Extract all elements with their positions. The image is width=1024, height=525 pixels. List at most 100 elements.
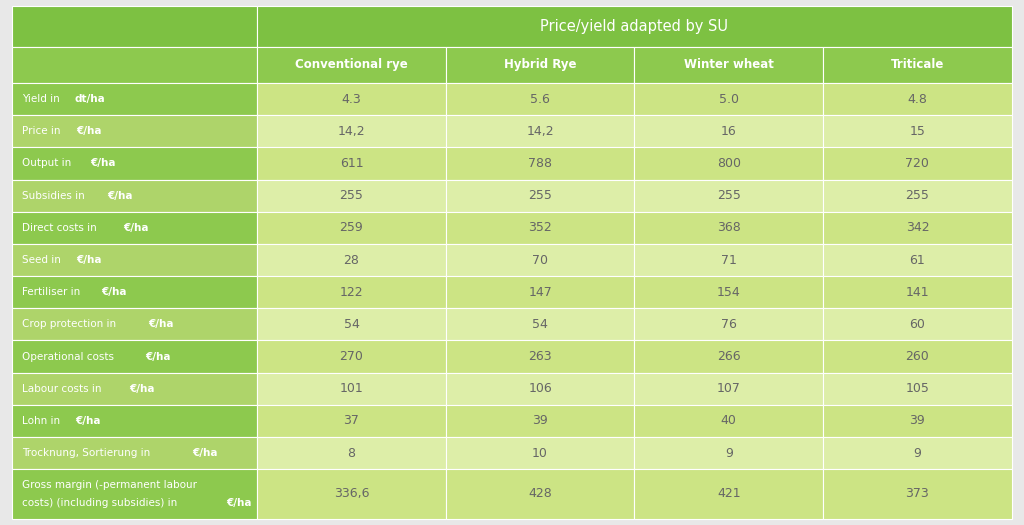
Bar: [635, 469, 823, 519]
Text: 10: 10: [532, 447, 548, 459]
Text: 255: 255: [717, 189, 740, 202]
Text: €/ha: €/ha: [101, 287, 127, 297]
Text: €/ha: €/ha: [90, 159, 116, 169]
Text: 61: 61: [909, 254, 926, 267]
Text: 720: 720: [905, 157, 930, 170]
Bar: [445, 469, 635, 519]
Text: 54: 54: [343, 318, 359, 331]
Text: 37: 37: [343, 414, 359, 427]
Text: 266: 266: [717, 350, 740, 363]
Bar: [635, 115, 823, 148]
Bar: [635, 83, 823, 115]
Text: €/ha: €/ha: [191, 448, 217, 458]
Bar: [12, 373, 257, 405]
Text: 154: 154: [717, 286, 740, 299]
Text: 40: 40: [721, 414, 736, 427]
Bar: [12, 148, 257, 180]
Text: 5.6: 5.6: [530, 92, 550, 106]
Text: Winter wheat: Winter wheat: [684, 58, 774, 71]
Text: €/ha: €/ha: [226, 498, 252, 508]
Bar: [823, 212, 1012, 244]
Bar: [823, 180, 1012, 212]
Bar: [635, 276, 823, 308]
Bar: [823, 308, 1012, 341]
Text: 342: 342: [905, 222, 929, 234]
Text: 5.0: 5.0: [719, 92, 738, 106]
Bar: [445, 148, 635, 180]
Text: Crop protection in: Crop protection in: [23, 319, 120, 329]
Text: Price/yield adapted by SU: Price/yield adapted by SU: [541, 19, 728, 34]
Text: Direct costs in: Direct costs in: [23, 223, 100, 233]
Text: €/ha: €/ha: [76, 127, 101, 136]
Text: Output in: Output in: [23, 159, 75, 169]
Bar: [635, 437, 823, 469]
Text: 428: 428: [528, 487, 552, 500]
Text: 263: 263: [528, 350, 552, 363]
Bar: [12, 180, 257, 212]
Text: Gross margin (-permanent labour: Gross margin (-permanent labour: [23, 480, 197, 490]
Text: Price in: Price in: [23, 127, 63, 136]
Bar: [635, 212, 823, 244]
Bar: [257, 405, 445, 437]
Bar: [257, 83, 445, 115]
Bar: [12, 469, 257, 519]
Text: 107: 107: [717, 382, 740, 395]
Bar: [445, 341, 635, 373]
Bar: [635, 148, 823, 180]
Text: 336,6: 336,6: [334, 487, 370, 500]
Bar: [12, 341, 257, 373]
Text: €/ha: €/ha: [129, 384, 155, 394]
Bar: [12, 47, 257, 83]
Bar: [445, 212, 635, 244]
Text: Lohn in: Lohn in: [23, 416, 63, 426]
Bar: [823, 373, 1012, 405]
Bar: [635, 180, 823, 212]
Bar: [823, 244, 1012, 276]
Bar: [823, 469, 1012, 519]
Text: €/ha: €/ha: [76, 416, 101, 426]
Text: Triticale: Triticale: [891, 58, 944, 71]
Text: 800: 800: [717, 157, 740, 170]
Bar: [635, 405, 823, 437]
Text: 16: 16: [721, 125, 736, 138]
Bar: [257, 437, 445, 469]
Text: 260: 260: [905, 350, 929, 363]
Bar: [257, 308, 445, 341]
Text: 106: 106: [528, 382, 552, 395]
Bar: [445, 437, 635, 469]
Text: 8: 8: [347, 447, 355, 459]
Bar: [12, 83, 257, 115]
Text: Seed in: Seed in: [23, 255, 65, 265]
Text: €/ha: €/ha: [147, 319, 173, 329]
Bar: [823, 115, 1012, 148]
Text: 71: 71: [721, 254, 736, 267]
Text: 421: 421: [717, 487, 740, 500]
Bar: [823, 47, 1012, 83]
Text: 352: 352: [528, 222, 552, 234]
Text: 147: 147: [528, 286, 552, 299]
Text: 255: 255: [340, 189, 364, 202]
Bar: [823, 437, 1012, 469]
Bar: [12, 437, 257, 469]
Bar: [445, 244, 635, 276]
Bar: [823, 276, 1012, 308]
Bar: [445, 115, 635, 148]
Text: 788: 788: [528, 157, 552, 170]
Bar: [823, 148, 1012, 180]
Text: 15: 15: [909, 125, 926, 138]
Text: 270: 270: [340, 350, 364, 363]
Text: Trocknung, Sortierung in: Trocknung, Sortierung in: [23, 448, 154, 458]
Text: Yield in: Yield in: [23, 94, 63, 104]
Text: 39: 39: [532, 414, 548, 427]
Text: 105: 105: [905, 382, 930, 395]
Bar: [635, 341, 823, 373]
Text: Labour costs in: Labour costs in: [23, 384, 104, 394]
Text: 70: 70: [532, 254, 548, 267]
Bar: [635, 47, 823, 83]
Bar: [257, 47, 445, 83]
Bar: [823, 405, 1012, 437]
Bar: [257, 180, 445, 212]
Text: Subsidies in: Subsidies in: [23, 191, 88, 201]
Bar: [257, 341, 445, 373]
Text: 373: 373: [905, 487, 929, 500]
